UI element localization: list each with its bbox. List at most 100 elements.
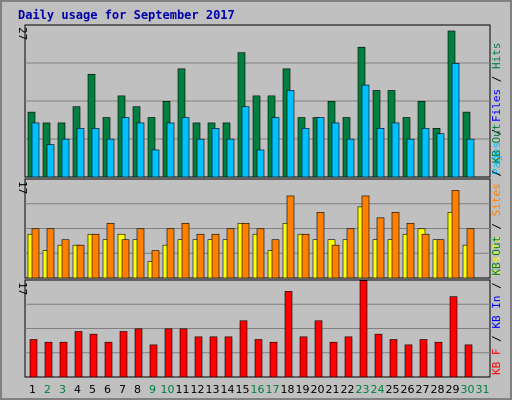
bar-kb-f: [464, 344, 473, 378]
day-label: 20: [311, 383, 325, 396]
bar-files: [61, 138, 70, 178]
bar-sites: [226, 228, 235, 279]
bar-sites: [76, 244, 85, 279]
bar-files: [361, 84, 370, 178]
day-label: 19: [296, 383, 310, 396]
bar-files: [181, 117, 190, 178]
bar-files: [46, 144, 55, 178]
legend-segment: Visits: [490, 236, 503, 276]
legend-segment: KB Out: [490, 236, 503, 276]
bar-sites: [421, 233, 430, 279]
legend-segment: Pages: [490, 142, 503, 175]
legend-segment: /: [490, 216, 503, 236]
bar-files: [346, 138, 355, 178]
day-label: 28: [431, 383, 445, 396]
panel-middle-legend: Visits / Sites / KB Out: [490, 124, 503, 276]
bar-kb-f: [194, 336, 203, 378]
bar-kb-f: [269, 341, 278, 378]
day-label: 12: [191, 383, 205, 396]
bar-files: [271, 117, 280, 178]
bar-kb-f: [419, 339, 428, 378]
bar-sites: [211, 233, 220, 279]
bar-files: [421, 128, 430, 178]
bar-files: [31, 122, 40, 178]
day-label: 18: [281, 383, 295, 396]
legend-segment: Files: [490, 89, 503, 122]
bar-sites: [91, 233, 100, 279]
bar-sites: [376, 217, 385, 279]
day-label: 30: [461, 383, 475, 396]
bar-sites: [466, 228, 475, 279]
day-label: 13: [206, 383, 220, 396]
legend-segment: Sites: [490, 183, 503, 216]
bar-kb-f: [374, 333, 383, 378]
bar-kb-f: [164, 328, 173, 378]
bar-kb-f: [284, 291, 293, 378]
bar-sites: [196, 233, 205, 279]
day-label: 31: [476, 383, 490, 396]
bar-files: [241, 106, 250, 178]
day-label: 8: [134, 383, 141, 396]
bar-kb-f: [119, 331, 128, 378]
bar-files: [196, 138, 205, 178]
bar-hits: [252, 95, 261, 178]
bar-kb-f: [29, 339, 38, 378]
bar-sites: [301, 233, 310, 279]
chart-title: Daily usage for September 2017: [18, 8, 235, 22]
day-label: 26: [401, 383, 415, 396]
bar-sites: [241, 222, 250, 279]
bar-kb-f: [344, 336, 353, 378]
bar-kb-f: [389, 339, 398, 378]
legend-segment: KB In: [490, 296, 503, 329]
day-label: 9: [149, 383, 156, 396]
day-label: 24: [371, 383, 385, 396]
day-label: 22: [341, 383, 355, 396]
bar-files: [151, 149, 160, 178]
bar-kb-f: [314, 320, 323, 378]
bar-files: [121, 117, 130, 178]
bar-kb-f: [449, 296, 458, 378]
bar-sites: [46, 228, 55, 279]
bar-sites: [166, 228, 175, 279]
bar-hits: [87, 73, 96, 178]
bar-kb-f: [209, 336, 218, 378]
bar-files: [436, 133, 445, 178]
legend-segment: /: [490, 276, 503, 296]
bar-files: [301, 128, 310, 178]
bar-files: [406, 138, 415, 178]
bar-files: [466, 138, 475, 178]
bar-sites: [406, 222, 415, 279]
bar-sites: [331, 244, 340, 279]
bar-files: [451, 63, 460, 178]
day-label: 5: [89, 383, 96, 396]
day-label: 15: [236, 383, 250, 396]
day-label: 16: [251, 383, 265, 396]
panel-top-legend: Pages / Files / Hits: [490, 43, 503, 176]
bar-sites: [181, 222, 190, 279]
bar-files: [331, 122, 340, 178]
legend-segment: Hits: [490, 43, 503, 70]
panel-bottom-ymax-label: 17: [16, 282, 29, 295]
day-label: 7: [119, 383, 126, 396]
bar-kb-f: [299, 336, 308, 378]
bar-sites: [286, 195, 295, 279]
day-label: 14: [221, 383, 235, 396]
legend-segment: KB F: [490, 349, 503, 376]
bar-sites: [346, 228, 355, 279]
bar-sites: [61, 239, 70, 279]
bar-kb-f: [434, 341, 443, 378]
bar-kb-f: [134, 328, 143, 378]
bar-files: [211, 128, 220, 178]
bar-sites: [316, 212, 325, 279]
legend-segment: /: [490, 69, 503, 89]
bar-sites: [151, 250, 160, 279]
bar-files: [166, 122, 175, 178]
bar-sites: [271, 239, 280, 279]
bar-sites: [256, 228, 265, 279]
bar-sites: [121, 239, 130, 279]
day-label: 4: [74, 383, 81, 396]
legend-segment: /: [490, 163, 503, 183]
bar-sites: [391, 212, 400, 279]
bar-sites: [31, 228, 40, 279]
